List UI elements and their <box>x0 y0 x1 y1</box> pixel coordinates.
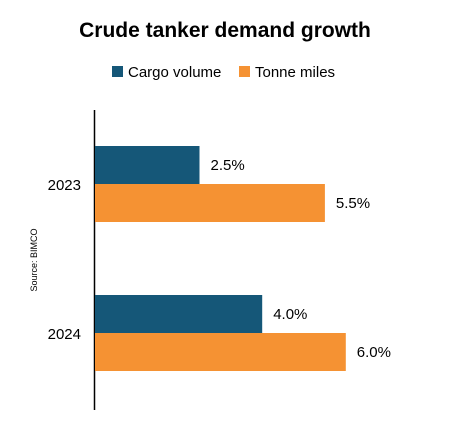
data-label-cargo-volume-2024: 4.0% <box>273 306 307 323</box>
data-label-cargo-volume-2023: 2.5% <box>211 157 245 174</box>
legend-swatch-cargo-volume <box>112 66 123 77</box>
bars-layer <box>95 146 346 371</box>
bar-tonne-miles-2023 <box>95 184 325 222</box>
chart-title: Crude tanker demand growth <box>79 19 371 42</box>
source-note: Source: BIMCO <box>29 228 39 291</box>
y-tick-label-2023: 2023 <box>48 177 81 194</box>
y-tick-label-2024: 2024 <box>48 326 81 343</box>
data-label-tonne-miles-2024: 6.0% <box>357 344 391 361</box>
legend-label-tonne-miles: Tonne miles <box>255 64 335 81</box>
labels-layer: 2023 2.5% 5.5% 2024 4.0% 6.0% <box>48 157 391 361</box>
data-label-tonne-miles-2023: 5.5% <box>336 195 370 212</box>
legend-label-cargo-volume: Cargo volume <box>128 64 221 81</box>
bar-tonne-miles-2024 <box>95 333 346 371</box>
legend: Cargo volume Tonne miles <box>112 64 335 81</box>
legend-swatch-tonne-miles <box>239 66 250 77</box>
bar-cargo-volume-2024 <box>95 295 263 333</box>
bar-cargo-volume-2023 <box>95 146 200 184</box>
